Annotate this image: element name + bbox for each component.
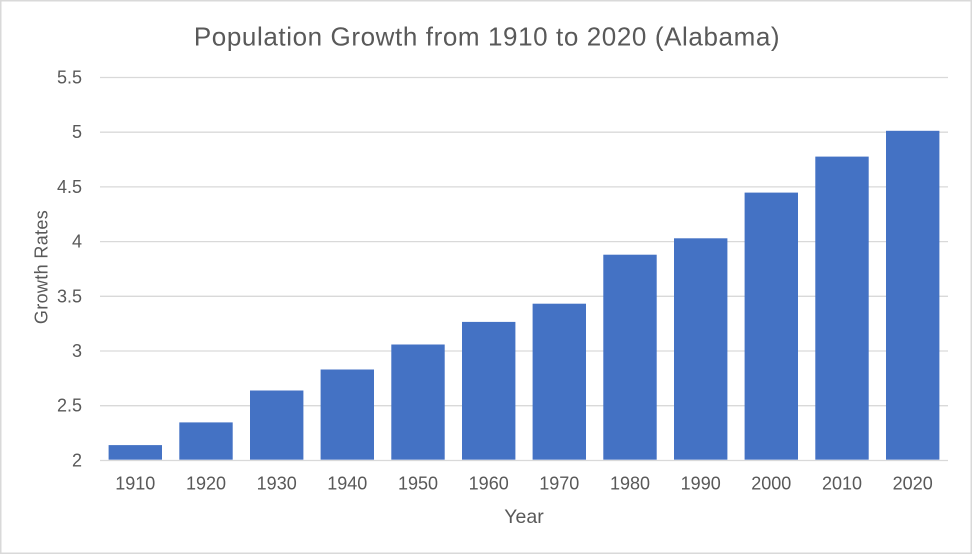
svg-text:1950: 1950 xyxy=(398,474,438,494)
svg-text:1940: 1940 xyxy=(327,474,367,494)
svg-text:1960: 1960 xyxy=(469,474,509,494)
svg-text:4: 4 xyxy=(72,232,82,252)
svg-text:1980: 1980 xyxy=(610,474,650,494)
svg-text:1920: 1920 xyxy=(186,474,226,494)
svg-text:2: 2 xyxy=(72,450,82,470)
svg-text:Year: Year xyxy=(504,506,544,528)
svg-text:1990: 1990 xyxy=(681,474,721,494)
svg-text:2.5: 2.5 xyxy=(57,396,82,416)
svg-text:1930: 1930 xyxy=(257,474,297,494)
svg-text:Growth Rates: Growth Rates xyxy=(32,210,52,324)
svg-text:5: 5 xyxy=(72,122,82,142)
svg-text:3: 3 xyxy=(72,341,82,361)
svg-text:1970: 1970 xyxy=(539,474,579,494)
svg-text:5.5: 5.5 xyxy=(57,68,82,88)
svg-text:2000: 2000 xyxy=(751,474,791,494)
svg-text:Population Growth from 1910 to: Population Growth from 1910 to 2020 (Ala… xyxy=(194,22,780,52)
svg-text:2010: 2010 xyxy=(822,474,862,494)
svg-text:3.5: 3.5 xyxy=(57,286,82,306)
svg-text:1910: 1910 xyxy=(115,474,155,494)
svg-text:2020: 2020 xyxy=(893,474,933,494)
svg-text:4.5: 4.5 xyxy=(57,177,82,197)
